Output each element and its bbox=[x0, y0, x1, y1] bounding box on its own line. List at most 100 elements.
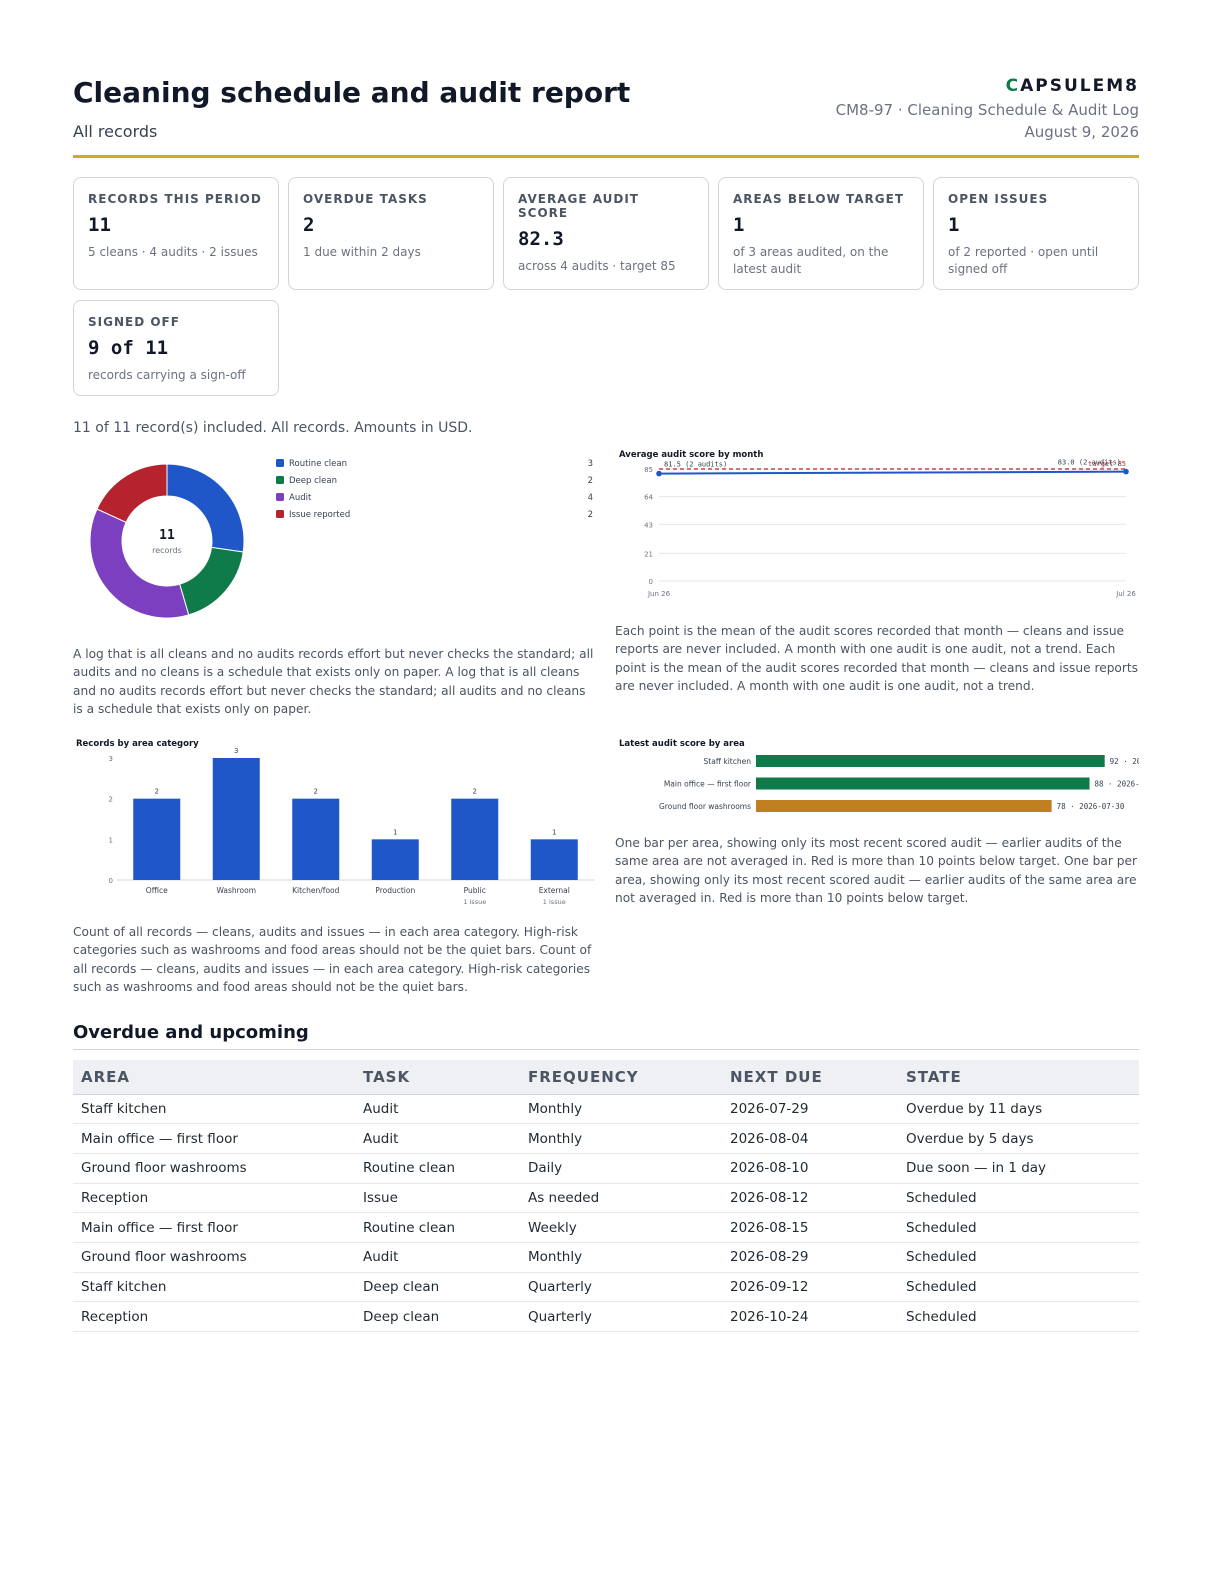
hbar-marks: Staff kitchen 92 · 2026-07-29 Main office … bbox=[659, 755, 1139, 812]
line-point-label-1: 83.0 (2 audits) bbox=[1058, 459, 1121, 467]
donut-slice-0 bbox=[166, 463, 245, 553]
cell-area: Main office — first floor bbox=[73, 1123, 355, 1154]
legend-label-3: Issue reported bbox=[289, 510, 350, 520]
kpi-open-issues: OPEN ISSUES 1 of 2 reported · open until… bbox=[933, 177, 1139, 290]
bar-svg: Records by area category 0 1 2 3 2 Office 3 Wa… bbox=[76, 739, 594, 906]
bar-value-label-3: 1 bbox=[393, 828, 397, 836]
bar-marks: 2 Office 3 Washroom 2 Kitchen/food 1 Production… bbox=[133, 747, 578, 906]
cell-task: Deep clean bbox=[355, 1272, 520, 1303]
column-header-state: STATE bbox=[898, 1060, 1139, 1095]
hbar-category-label-0: Staff kitchen bbox=[704, 757, 752, 766]
kpi-value: 11 bbox=[88, 214, 111, 236]
donut-slices bbox=[89, 463, 245, 619]
donut-caption: A log that is all cleans and no audits r… bbox=[73, 647, 594, 716]
cell-frequency: Weekly bbox=[520, 1212, 722, 1243]
cell-frequency: Monthly bbox=[520, 1242, 722, 1273]
bar-category-label-5: External bbox=[539, 886, 570, 895]
bar-chart-title: Records by area category bbox=[76, 739, 199, 749]
bar-category-label-1: Washroom bbox=[216, 886, 256, 895]
legend-value-0: 3 bbox=[588, 459, 593, 469]
kpi-note: across 4 audits · target 85 bbox=[518, 259, 676, 273]
hbar-caption: One bar per area, showing only its most … bbox=[615, 836, 1137, 905]
line-svg: Average audit score by month 0 21 43 64 85 Ju… bbox=[619, 450, 1136, 598]
cell-area: Ground floor washrooms bbox=[73, 1153, 355, 1184]
cell-frequency: Quarterly bbox=[520, 1301, 722, 1332]
hbar-value-label-1: 88 · 2026-08-04 bbox=[1095, 780, 1139, 789]
hbar-value-label-2: 78 · 2026-07-30 bbox=[1057, 802, 1125, 811]
legend-value-2: 4 bbox=[588, 493, 593, 503]
bar-0 bbox=[133, 798, 181, 880]
line-point-0 bbox=[656, 470, 662, 477]
bar-ytick-1: 1 bbox=[109, 836, 113, 844]
kpi-value: 1 bbox=[948, 214, 960, 236]
cell-task: Routine clean bbox=[355, 1153, 520, 1184]
line-ytick-0: 0 bbox=[649, 578, 653, 586]
line-series bbox=[658, 470, 1127, 475]
kpi-value: 82.3 bbox=[518, 228, 564, 250]
bar-category-label-2: Kitchen/food bbox=[292, 886, 340, 895]
cell-task: Deep clean bbox=[355, 1301, 520, 1332]
brand-name: APSULEM8 bbox=[1020, 76, 1139, 96]
donut-slice-1 bbox=[179, 546, 244, 616]
cell-area: Reception bbox=[73, 1183, 355, 1214]
cell-area: Staff kitchen bbox=[73, 1094, 355, 1125]
kpi-records-this-period: RECORDS THIS PERIOD 11 5 cleans · 4 audi… bbox=[73, 177, 279, 290]
bar-value-label-2: 2 bbox=[314, 788, 318, 796]
legend-label-0: Routine clean bbox=[289, 459, 347, 469]
line-ytick-2: 43 bbox=[644, 521, 653, 529]
hbar-2 bbox=[756, 800, 1052, 812]
hbar-chart-title: Latest audit score by area bbox=[619, 739, 745, 749]
kpi-note: 1 due within 2 days bbox=[303, 245, 421, 259]
page-subtitle: All records bbox=[73, 122, 158, 141]
bar-caption: Count of all records — cleans, audits an… bbox=[73, 925, 592, 994]
table-row: Staff kitchen Audit Monthly 2026-07-29 O… bbox=[73, 1094, 1139, 1125]
line-marks: target 85 81.5 (2 audits) 83.0 (2 audits) bbox=[656, 459, 1129, 477]
report-header: Cleaning schedule and audit report All r… bbox=[73, 70, 1139, 158]
hbar-category-label-2: Ground floor washrooms bbox=[659, 802, 751, 811]
legend-label-2: Audit bbox=[289, 493, 312, 503]
bar-category-label-0: Office bbox=[146, 886, 168, 895]
kpi-note: of 3 areas audited, on the latest audit bbox=[733, 245, 889, 277]
cell-state: Scheduled bbox=[898, 1301, 1139, 1332]
cell-frequency: Monthly bbox=[520, 1094, 722, 1125]
hbar-0 bbox=[756, 755, 1105, 767]
cell-area: Ground floor washrooms bbox=[73, 1242, 355, 1273]
latest-audit-hbar-chart: Latest audit score by area Staff kitchen… bbox=[615, 735, 1139, 820]
bar-value-label-0: 2 bbox=[155, 788, 159, 796]
kpi-average-audit-score: AVERAGE AUDIT SCORE 82.3 across 4 audits… bbox=[503, 177, 709, 290]
cell-next-due: 2026-07-29 bbox=[722, 1094, 898, 1125]
line-ytick-1: 21 bbox=[644, 550, 653, 558]
kpi-note: of 2 reported · open until signed off bbox=[948, 245, 1099, 277]
donut-center-value: 11 bbox=[159, 528, 175, 543]
table-row: Main office — first floor Audit Monthly … bbox=[73, 1123, 1139, 1154]
bar-2 bbox=[292, 798, 340, 880]
donut-svg: 11 records Routine clean 3 Deep clean 2 Audi… bbox=[89, 459, 593, 619]
cell-state: Overdue by 11 days bbox=[898, 1094, 1139, 1125]
cell-task: Audit bbox=[355, 1242, 520, 1273]
document-date: August 9, 2026 bbox=[1024, 123, 1139, 141]
schedule-section-title: Overdue and upcoming bbox=[73, 1022, 1139, 1050]
included-note: 11 of 11 record(s) included. All records… bbox=[73, 420, 473, 436]
target-label: target 85 bbox=[1088, 460, 1126, 468]
hbar-1 bbox=[756, 777, 1090, 790]
column-header-task: TASK bbox=[355, 1060, 520, 1095]
cell-next-due: 2026-08-04 bbox=[722, 1123, 898, 1154]
cell-state: Due soon — in 1 day bbox=[898, 1153, 1139, 1184]
cell-next-due: 2026-08-10 bbox=[722, 1153, 898, 1184]
cell-next-due: 2026-08-12 bbox=[722, 1183, 898, 1214]
line-xtick-1: Jul 26 bbox=[1115, 590, 1136, 598]
table-row: Main office — first floor Routine clean … bbox=[73, 1212, 1139, 1243]
cell-state: Scheduled bbox=[898, 1272, 1139, 1303]
table-row: Ground floor washrooms Audit Monthly 202… bbox=[73, 1242, 1139, 1273]
cell-state: Overdue by 5 days bbox=[898, 1123, 1139, 1154]
brand-mark: C bbox=[1005, 76, 1021, 96]
legend-swatch-0 bbox=[276, 459, 284, 467]
kpi-overdue-tasks: OVERDUE TASKS 2 1 due within 2 days bbox=[288, 177, 494, 290]
column-header-frequency: FREQUENCY bbox=[520, 1060, 722, 1095]
column-header-area: AREA bbox=[73, 1060, 355, 1095]
kpi-areas-below-target: AREAS BELOW TARGET 1 of 3 areas audited,… bbox=[718, 177, 924, 290]
cell-next-due: 2026-09-12 bbox=[722, 1272, 898, 1303]
table-row: Staff kitchen Deep clean Quarterly 2026-… bbox=[73, 1272, 1139, 1303]
line-xtick-0: Jun 26 bbox=[647, 590, 671, 598]
donut-legend: Routine clean 3 Deep clean 2 Audit 4 Issue rep… bbox=[276, 459, 593, 520]
